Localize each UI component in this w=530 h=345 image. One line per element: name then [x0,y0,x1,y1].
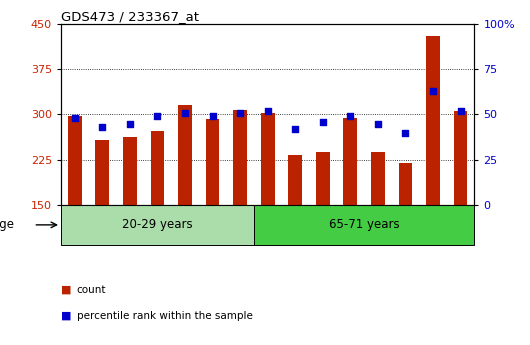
Bar [399,162,412,205]
Text: 20-29 years: 20-29 years [122,218,193,231]
Bar [233,110,247,205]
Bar [123,137,137,205]
Bar [95,140,109,205]
Point [346,114,355,119]
Text: ■: ■ [61,311,72,321]
Bar [261,113,275,205]
Point [208,114,217,119]
Bar [426,36,440,205]
Point [456,108,465,114]
Point [181,110,189,116]
Bar [371,152,385,205]
Text: GDS473 / 233367_at: GDS473 / 233367_at [61,10,199,23]
Bar [206,119,219,205]
Point [263,108,272,114]
Text: age: age [0,218,14,231]
Text: count: count [77,285,107,295]
FancyBboxPatch shape [61,205,254,245]
Point [153,114,162,119]
Point [319,119,327,125]
Bar [288,156,302,205]
FancyBboxPatch shape [254,205,474,245]
Point [70,115,79,121]
Bar [151,131,164,205]
Point [98,124,107,130]
Point [126,121,134,126]
Point [374,121,382,126]
Bar [316,152,330,205]
Bar [178,106,192,205]
Text: 65-71 years: 65-71 years [329,218,400,231]
Bar [454,111,467,205]
Bar [343,118,357,205]
Bar [68,116,82,205]
Point [401,130,410,135]
Text: percentile rank within the sample: percentile rank within the sample [77,311,253,321]
Point [291,126,299,132]
Point [236,110,244,116]
Text: ■: ■ [61,285,72,295]
Point [429,88,437,94]
